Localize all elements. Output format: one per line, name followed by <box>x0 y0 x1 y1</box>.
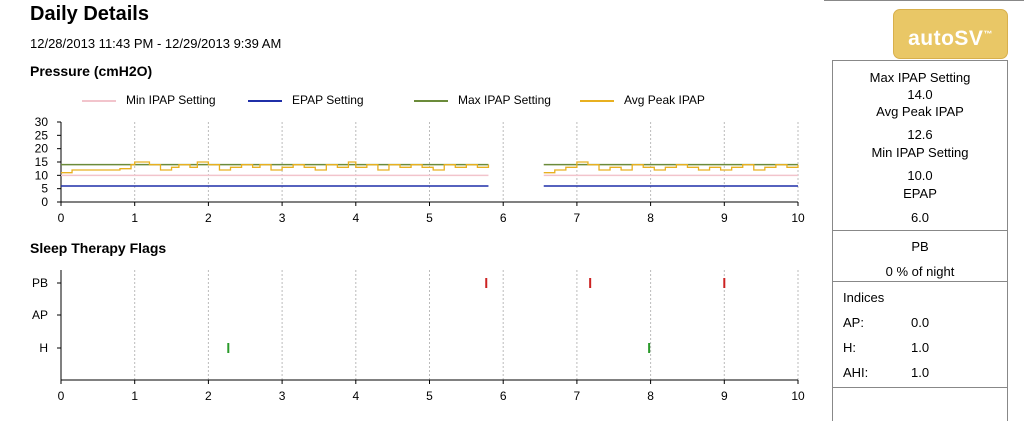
index-value-ap: 0.0 <box>911 315 930 330</box>
index-label-h: H: <box>843 340 856 355</box>
flags-x-tick-label: 4 <box>352 389 359 403</box>
epap-value: 6.0 <box>910 210 930 225</box>
pressure-y-tick-label: 5 <box>41 182 48 196</box>
pressure-y-tick-label: 15 <box>35 155 49 169</box>
avg-peak-label: Avg Peak IPAP <box>876 104 964 119</box>
min-ipap-label: Min IPAP Setting <box>871 145 969 160</box>
flags-x-tick-label: 5 <box>426 389 433 403</box>
badge-label: autoSV <box>908 27 984 50</box>
legend-label-epap: EPAP Setting <box>292 93 364 107</box>
legend-item-epap: EPAP Setting <box>248 93 398 109</box>
indices-box: Indices AP: 0.0 H: 1.0 AHI: 1.0 <box>833 282 1007 388</box>
index-row-ap: AP: 0.0 <box>843 315 929 330</box>
index-row-h: H: 1.0 <box>843 340 929 355</box>
legend-swatch-avg-peak <box>580 100 614 102</box>
page-title: Daily Details <box>30 3 149 25</box>
flags-category-label-h: H <box>39 341 48 355</box>
flags-x-tick-label: 6 <box>500 389 507 403</box>
pressure-y-tick-label: 0 <box>41 195 48 209</box>
max-ipap-value: 14.0 <box>907 87 933 102</box>
index-value-ahi: 1.0 <box>911 365 930 380</box>
pressure-section-title: Pressure (cmH2O) <box>30 63 153 79</box>
pressure-x-tick-label: 5 <box>426 211 433 225</box>
summary-panel: Max IPAP Setting 14.0 Avg Peak IPAP 12.6… <box>832 60 1008 421</box>
pressure-y-tick-label: 20 <box>35 142 49 156</box>
pressure-y-tick-label: 25 <box>35 128 49 142</box>
pressure-x-tick-label: 3 <box>279 211 286 225</box>
index-value-h: 1.0 <box>911 340 930 355</box>
flags-x-tick-label: 9 <box>721 389 728 403</box>
autosv-badge: autoSV™ <box>893 9 1008 59</box>
legend-swatch-min-ipap <box>82 100 116 102</box>
flags-category-label-ap: AP <box>32 308 48 322</box>
legend-label-avg-peak: Avg Peak IPAP <box>624 93 705 107</box>
legend-label-max-ipap: Max IPAP Setting <box>458 93 551 107</box>
flags-section-title: Sleep Therapy Flags <box>30 240 167 256</box>
flags-x-tick-label: 1 <box>131 389 138 403</box>
legend-swatch-max-ipap <box>414 100 448 102</box>
min-ipap-value: 10.0 <box>907 168 933 183</box>
legend-label-min-ipap: Min IPAP Setting <box>126 93 216 107</box>
pressure-x-tick-label: 9 <box>721 211 728 225</box>
flags-x-tick-label: 10 <box>791 389 805 403</box>
pressure-summary-box: Max IPAP Setting 14.0 Avg Peak IPAP 12.6… <box>833 61 1007 231</box>
pb-value: 0 % of night <box>885 264 955 279</box>
legend-item-min-ipap: Min IPAP Setting <box>82 93 252 109</box>
pressure-x-tick-label: 2 <box>205 211 212 225</box>
flags-category-label-pb: PB <box>32 276 48 290</box>
index-label-ap: AP: <box>843 315 864 330</box>
pressure-x-tick-label: 6 <box>500 211 507 225</box>
pressure-x-tick-label: 1 <box>131 211 138 225</box>
flags-x-tick-label: 2 <box>205 389 212 403</box>
top-divider <box>824 0 1024 1</box>
pressure-x-tick-label: 10 <box>791 211 805 225</box>
avg-peak-value: 12.6 <box>907 127 933 142</box>
epap-label: EPAP <box>903 186 937 201</box>
pressure-x-tick-label: 4 <box>352 211 359 225</box>
pressure-x-tick-label: 0 <box>58 211 65 225</box>
index-label-ahi: AHI: <box>843 365 869 380</box>
flags-x-tick-label: 0 <box>58 389 65 403</box>
flags-x-tick-label: 7 <box>574 389 581 403</box>
legend-item-avg-peak: Avg Peak IPAP <box>580 93 740 109</box>
legend-swatch-epap <box>248 100 282 102</box>
pb-label: PB <box>911 239 929 254</box>
pressure-x-tick-label: 8 <box>647 211 654 225</box>
pressure-y-tick-label: 10 <box>35 168 49 182</box>
series-line-avg-peak-ipap <box>61 161 490 174</box>
series-line-avg-peak-ipap <box>543 161 799 174</box>
indices-label: Indices <box>843 290 885 305</box>
index-row-ahi: AHI: 1.0 <box>843 365 929 380</box>
date-range: 12/28/2013 11:43 PM - 12/29/2013 9:39 AM <box>30 36 282 51</box>
flags-x-tick-label: 3 <box>279 389 286 403</box>
badge-trademark: ™ <box>983 29 993 39</box>
pressure-x-tick-label: 7 <box>574 211 581 225</box>
legend-item-max-ipap: Max IPAP Setting <box>414 93 584 109</box>
flags-x-tick-label: 8 <box>647 389 654 403</box>
pb-summary-box: PB 0 % of night <box>833 231 1007 282</box>
max-ipap-label: Max IPAP Setting <box>869 70 971 85</box>
pressure-y-tick-label: 30 <box>35 115 49 129</box>
